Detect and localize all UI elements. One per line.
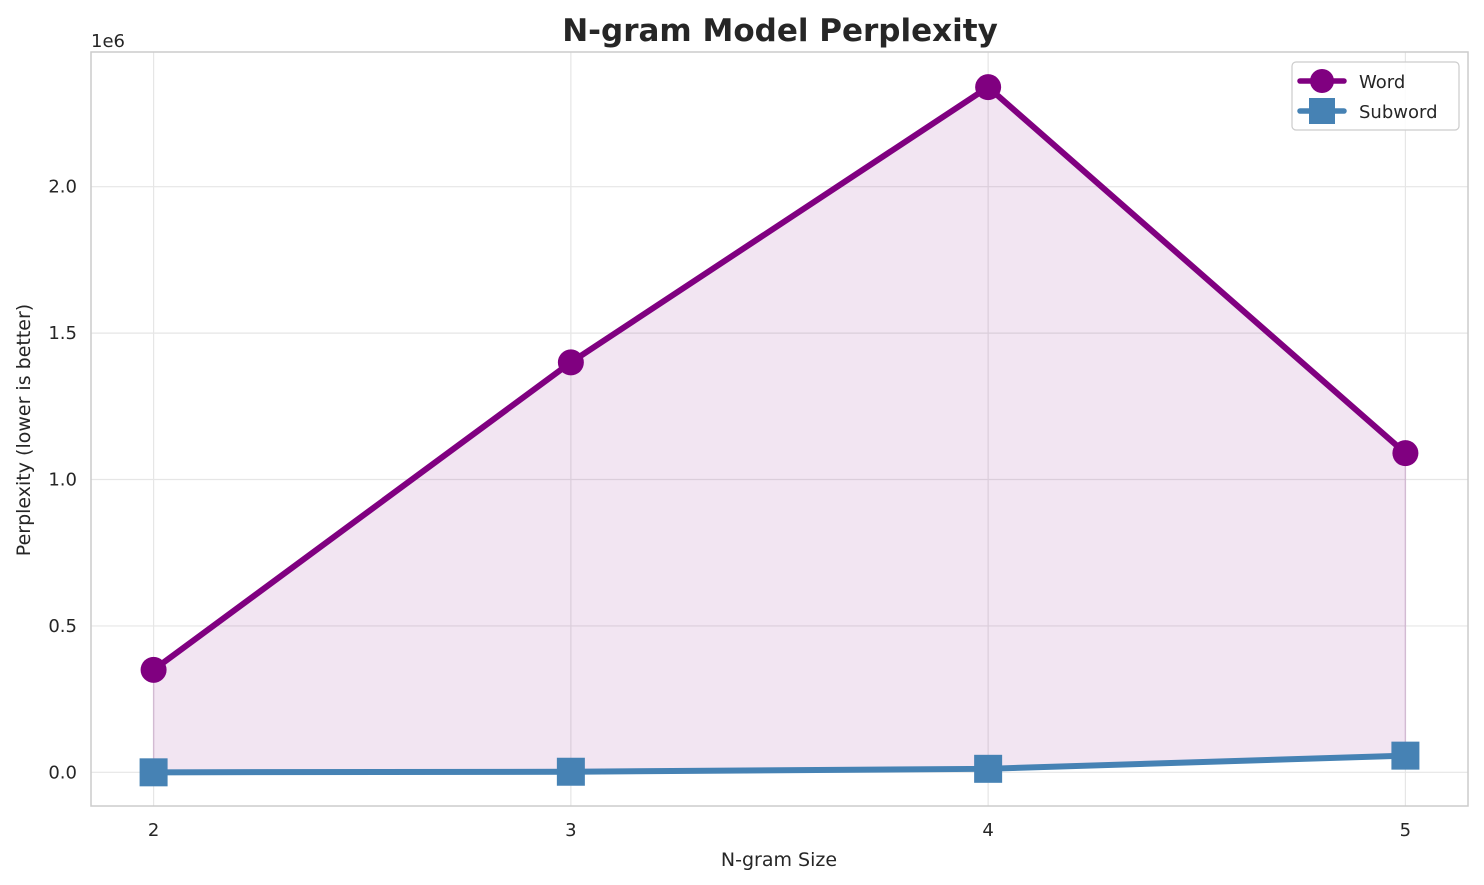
legend-subword-marker (1309, 98, 1335, 124)
plot-frame (90, 51, 1469, 807)
word-point (975, 74, 1002, 101)
legend-subword-label: Subword (1359, 102, 1438, 123)
subword-point (139, 758, 168, 787)
subword-point (556, 757, 585, 786)
word-area-fill (152, 86, 1407, 774)
word-point (557, 349, 584, 376)
y-tick-label: 0.0 (48, 762, 77, 783)
x-tick-label: 4 (982, 820, 993, 841)
y-offset-label: 1e6 (91, 31, 125, 52)
x-axis-ticks: 2 3 4 5 (148, 820, 1411, 841)
x-tick-label: 3 (565, 820, 576, 841)
x-tick-label: 5 (1400, 820, 1411, 841)
legend-word-marker (1310, 69, 1334, 93)
y-axis-label: Perplexity (lower is better) (13, 304, 35, 556)
x-tick-label: 2 (148, 820, 159, 841)
word-point (1392, 440, 1419, 467)
chart-title: N-gram Model Perplexity (562, 13, 998, 49)
area-fill (152, 86, 1407, 774)
y-tick-label: 1.5 (48, 323, 77, 344)
series-layer (139, 74, 1420, 787)
y-tick-label: 2.0 (48, 177, 77, 198)
subword-point (1391, 741, 1420, 770)
subword-point (974, 754, 1003, 783)
grid (91, 52, 1468, 806)
legend-word-label: Word (1359, 72, 1405, 93)
subword-series-line (150, 752, 1409, 776)
y-tick-label: 0.5 (48, 616, 77, 637)
word-series-line (150, 84, 1409, 673)
legend: Word Subword (1291, 61, 1460, 131)
y-tick-label: 1.0 (48, 470, 77, 491)
x-axis-label: N-gram Size (721, 849, 837, 871)
y-axis-ticks: 0.0 0.5 1.0 1.5 2.0 (48, 177, 77, 784)
word-point (140, 656, 167, 683)
